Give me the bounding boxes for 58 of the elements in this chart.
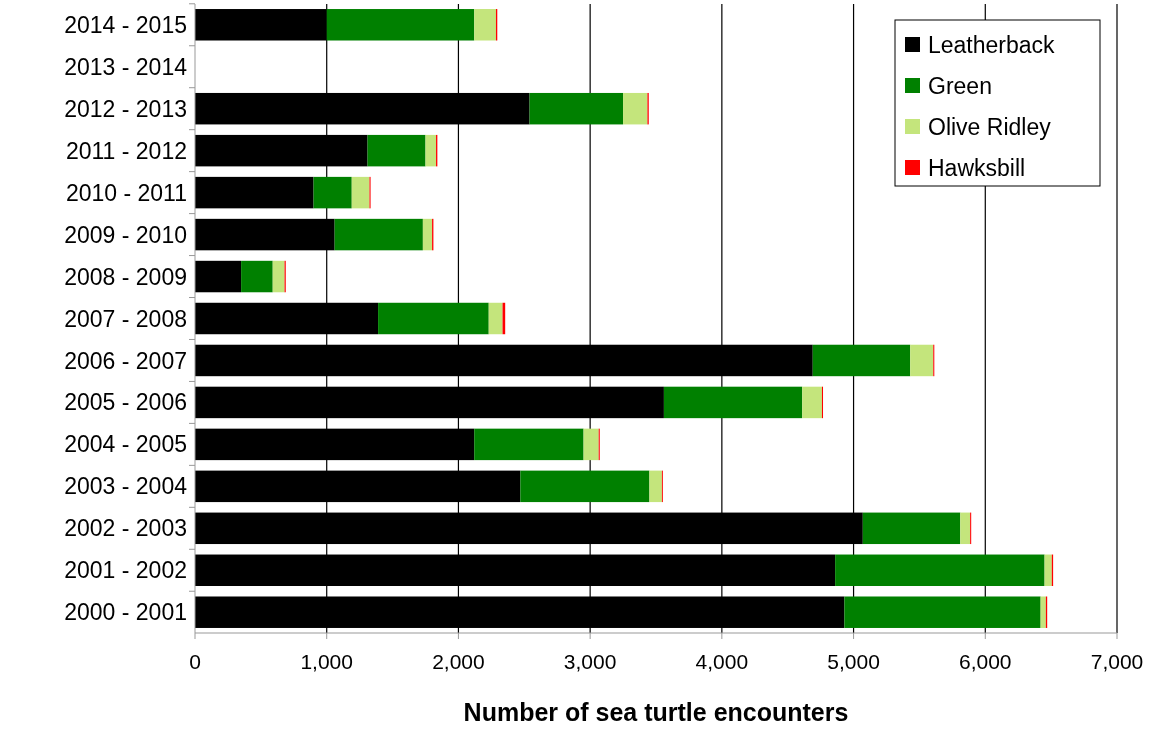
- bar: [488, 302, 503, 335]
- bar: [960, 512, 971, 545]
- x-tick-label: 6,000: [959, 650, 1012, 673]
- y-tick-label: 2004 - 2005: [64, 431, 187, 458]
- legend-label: Olive Ridley: [928, 114, 1052, 141]
- y-tick-label: 2003 - 2004: [64, 473, 188, 500]
- bar: [663, 386, 803, 419]
- bar: [529, 92, 624, 125]
- bar: [844, 596, 1041, 628]
- x-tick-label: 0: [189, 650, 201, 673]
- bar: [474, 428, 584, 461]
- y-tick-label: 2012 - 2013: [64, 95, 187, 122]
- y-tick-label: 2013 - 2014: [64, 53, 188, 80]
- y-tick-label: 2005 - 2006: [64, 389, 187, 416]
- legend-label: Green: [928, 73, 992, 100]
- y-tick-label: 2011 - 2012: [65, 137, 187, 164]
- bar: [835, 554, 1045, 586]
- bar: [1044, 554, 1052, 586]
- y-tick-label: 2002 - 2003: [64, 515, 187, 542]
- x-tick-label: 1,000: [300, 650, 353, 673]
- bar: [334, 218, 423, 251]
- y-tick-label: 2007 - 2008: [64, 305, 187, 332]
- bar: [195, 260, 242, 293]
- bar: [802, 386, 822, 419]
- legend-label: Hawksbill: [928, 155, 1026, 182]
- legend-label: Leatherback: [928, 32, 1056, 59]
- bar: [812, 344, 911, 377]
- bar: [195, 176, 314, 209]
- bar: [474, 9, 496, 41]
- bar: [583, 428, 599, 461]
- bar: [1040, 596, 1046, 628]
- bar: [422, 218, 433, 251]
- x-axis-title: Number of sea turtle encounters: [463, 698, 849, 726]
- bar: [272, 260, 285, 293]
- x-tick-label: 7,000: [1090, 650, 1144, 673]
- y-tick-label: 2010 - 2011: [65, 179, 187, 206]
- y-tick-label: 2008 - 2009: [64, 263, 187, 290]
- x-tick-label: 5,000: [827, 650, 880, 673]
- y-tick-label: 2009 - 2010: [64, 221, 187, 248]
- bar: [649, 470, 662, 503]
- bar: [313, 176, 352, 209]
- bar: [378, 302, 489, 335]
- bar: [623, 92, 648, 125]
- x-tick-label: 4,000: [695, 650, 749, 673]
- x-tick-label: 3,000: [563, 650, 617, 673]
- bar: [520, 470, 650, 503]
- y-tick-label: 2014 - 2015: [64, 11, 187, 38]
- bar: [326, 9, 475, 41]
- y-tick-label: 2001 - 2002: [64, 557, 187, 584]
- bar: [425, 134, 437, 167]
- bar: [367, 134, 426, 167]
- bar: [241, 260, 273, 293]
- bar: [910, 344, 934, 377]
- y-tick-label: 2000 - 2001: [64, 599, 187, 626]
- x-tick-label: 2,000: [432, 650, 485, 673]
- y-tick-label: 2006 - 2007: [64, 347, 187, 374]
- bar: [862, 512, 961, 545]
- bar: [351, 176, 370, 209]
